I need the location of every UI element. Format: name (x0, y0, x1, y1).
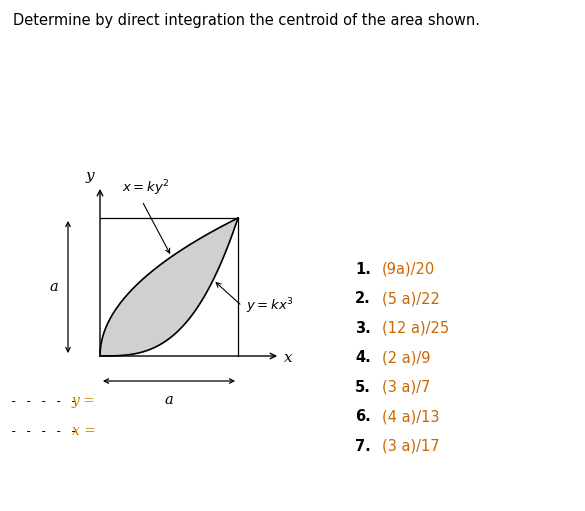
Text: $x = ky^2$: $x = ky^2$ (122, 178, 170, 198)
Text: - - - - -: - - - - - (10, 394, 77, 407)
Text: (2 a)/9: (2 a)/9 (382, 350, 431, 365)
Polygon shape (100, 218, 238, 356)
Text: 2.: 2. (355, 291, 371, 306)
Text: (3 a)/17: (3 a)/17 (382, 438, 439, 453)
Text: x =: x = (72, 424, 96, 438)
Text: (4 a)/13: (4 a)/13 (382, 409, 439, 424)
Text: (12 a)/25: (12 a)/25 (382, 320, 449, 336)
Text: 3.: 3. (355, 320, 371, 336)
Text: - - - - -: - - - - - (10, 425, 77, 437)
Text: $y = kx^3$: $y = kx^3$ (246, 296, 294, 316)
Text: x: x (284, 351, 292, 365)
Text: 1.: 1. (355, 262, 371, 276)
Text: 7.: 7. (355, 438, 371, 453)
Text: 5.: 5. (355, 380, 371, 394)
Text: a: a (49, 280, 58, 294)
Text: y: y (85, 169, 94, 183)
Text: a: a (164, 393, 173, 407)
Text: 4.: 4. (355, 350, 371, 365)
Text: 6.: 6. (355, 409, 371, 424)
Text: (9a)/20: (9a)/20 (382, 262, 435, 276)
Text: (5 a)/22: (5 a)/22 (382, 291, 440, 306)
Text: (3 a)/7: (3 a)/7 (382, 380, 431, 394)
Text: Determine by direct integration the centroid of the area shown.: Determine by direct integration the cent… (13, 13, 480, 28)
Text: y =: y = (72, 394, 96, 408)
